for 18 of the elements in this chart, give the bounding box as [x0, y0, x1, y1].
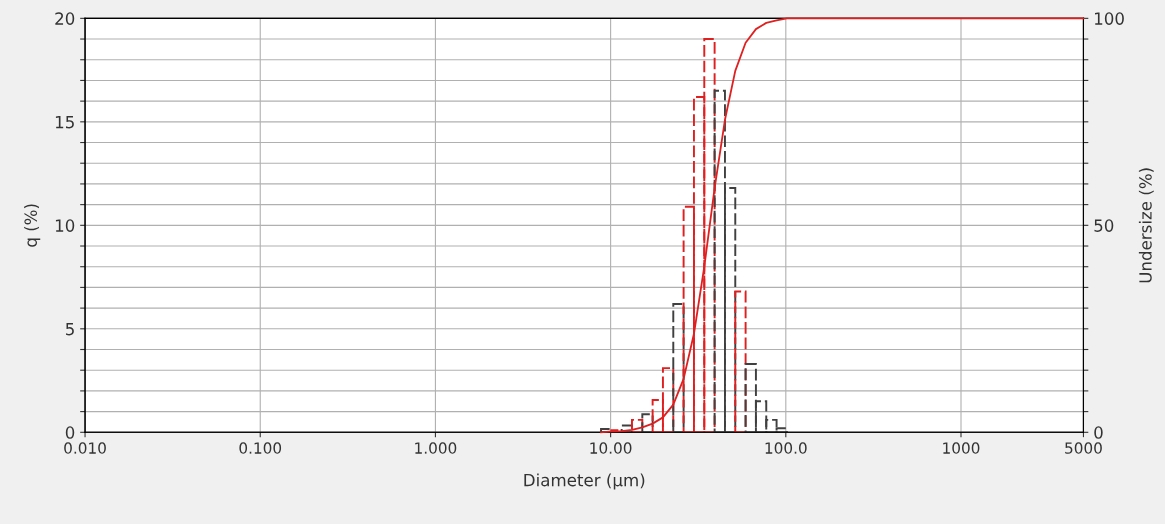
y-tick-label: 15	[55, 116, 74, 129]
y-tick-label: 5	[66, 322, 74, 336]
x-tick-label: 10.00	[590, 442, 632, 454]
x-tick-label: 0.010	[64, 442, 106, 454]
x-tick-label: 1.000	[415, 442, 457, 454]
x-tick-label: 0.100	[239, 442, 282, 454]
y-tick-label: 0	[65, 426, 75, 439]
y2-tick-label: 0	[1094, 426, 1103, 439]
y2-axis-title: Undersize (%)	[1138, 168, 1154, 283]
x-tick-label: 1000	[943, 442, 980, 454]
y-axis-title: q (%)	[24, 204, 41, 247]
x-axis-title: Diameter (µm)	[524, 473, 645, 490]
y-tick-label: 10	[55, 219, 75, 232]
y-tick-label: 20	[55, 12, 75, 25]
y2-tick-label: 50	[1094, 219, 1114, 232]
x-tick-label: 5000	[1065, 442, 1102, 454]
y2-tick-label: 100	[1095, 12, 1124, 25]
x-tick-label: 100.0	[765, 442, 807, 454]
